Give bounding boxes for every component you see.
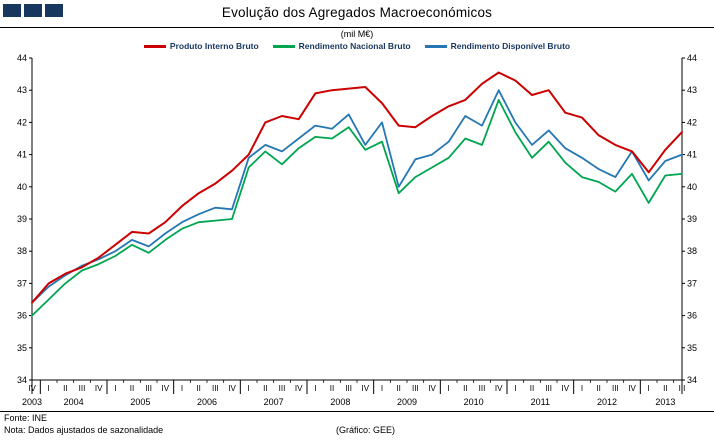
x-axis-quarter-label: III <box>79 384 86 393</box>
x-axis-quarter-label: II <box>330 384 334 393</box>
legend-item-rnb: Rendimento Nacional Bruto <box>272 41 411 51</box>
x-axis-quarter-label: II <box>596 384 600 393</box>
y-axis-label-left: 42 <box>17 117 27 127</box>
x-axis-year-label: 2005 <box>130 397 150 407</box>
x-axis-quarter-label: II <box>663 384 667 393</box>
x-axis-quarter-label: I <box>48 384 50 393</box>
series-line-0 <box>31 71 683 304</box>
y-axis-label-right: 37 <box>687 278 697 288</box>
x-axis-year-label: 2004 <box>64 397 84 407</box>
x-axis-quarter-label: III <box>212 384 219 393</box>
x-axis-quarter-label: II <box>196 384 200 393</box>
rnb-line-swatch-icon <box>272 44 295 48</box>
x-axis-quarter-label: III <box>612 384 619 393</box>
x-axis-quarter-label: III <box>545 384 552 393</box>
legend-item-pib: Produto Interno Bruto <box>143 41 259 51</box>
x-axis-quarter-label: I <box>181 384 183 393</box>
x-axis-quarter-label: III <box>345 384 352 393</box>
logo-square-icon <box>45 4 63 17</box>
credit-text: (Gráfico: GEE) <box>336 425 396 435</box>
x-axis-quarter-label: I <box>314 384 316 393</box>
y-axis-label-left: 41 <box>17 150 27 160</box>
x-axis-quarter-label: I <box>381 384 383 393</box>
x-axis-quarter-label: IV <box>428 384 436 393</box>
logo-square-icon <box>24 4 42 17</box>
x-axis-quarter-label: III <box>412 384 419 393</box>
legend-label: Rendimento Disponível Bruto <box>450 41 571 51</box>
x-axis-quarter-label: I <box>114 384 116 393</box>
x-axis-year-label: 2013 <box>655 397 675 407</box>
header-divider <box>0 27 714 28</box>
rdb-line-swatch-icon <box>424 44 447 48</box>
x-axis-quarter-label: I <box>514 384 516 393</box>
y-axis-label-right: 38 <box>687 246 697 256</box>
x-axis-quarter-label: II <box>130 384 134 393</box>
x-axis-quarter-label: IV <box>95 384 103 393</box>
y-axis-label-left: 40 <box>17 182 27 192</box>
x-axis-quarter-label: III <box>145 384 152 393</box>
y-axis-label-right: 34 <box>687 375 697 385</box>
x-axis-year-label: 2006 <box>197 397 217 407</box>
y-axis-label-left: 43 <box>17 85 27 95</box>
x-axis-quarter-label: I <box>581 384 583 393</box>
source-text: Fonte: INE <box>4 413 48 423</box>
x-axis-quarter-label: I <box>448 384 450 393</box>
y-axis-label-left: 34 <box>17 375 27 385</box>
y-axis-label-left: 37 <box>17 278 27 288</box>
y-axis-label-right: 36 <box>687 311 697 321</box>
x-axis-quarter-label: IV <box>295 384 303 393</box>
x-axis-quarter-label: II <box>63 384 67 393</box>
y-axis-label-right: 42 <box>687 117 697 127</box>
y-axis-label-right: 35 <box>687 343 697 353</box>
legend-item-rdb: Rendimento Disponível Bruto <box>424 41 571 51</box>
y-axis-label-right: 41 <box>687 150 697 160</box>
x-axis-quarter-label: IV <box>628 384 636 393</box>
y-axis-label-right: 39 <box>687 214 697 224</box>
y-axis-label-left: 38 <box>17 246 27 256</box>
x-axis-year-label: 2008 <box>330 397 350 407</box>
x-axis-quarter-label: II <box>396 384 400 393</box>
y-axis-label-left: 39 <box>17 214 27 224</box>
x-axis-quarter-label: II <box>263 384 267 393</box>
x-axis-year-label: 2007 <box>264 397 284 407</box>
x-axis-quarter-label: III <box>279 384 286 393</box>
three-squares-logo <box>3 4 63 17</box>
chart-title: Evolução dos Agregados Macroeconómicos <box>221 5 493 20</box>
x-axis-quarter-label: I <box>648 384 650 393</box>
x-axis-quarter-label: I <box>248 384 250 393</box>
x-axis-quarter-label: III <box>479 384 486 393</box>
x-axis-quarter-label: II <box>530 384 534 393</box>
y-axis-label-left: 35 <box>17 343 27 353</box>
footer-divider <box>0 411 714 412</box>
chart-subtitle: (mil M€) <box>340 29 374 39</box>
macro-aggregates-line-chart: 34 34 35 35 36 36 37 37 38 38 39 39 40 40 41 41 42 42 43 43… <box>0 52 714 410</box>
legend-label: Produto Interno Bruto <box>169 41 259 51</box>
note-text: Nota: Dados ajustados de sazonalidade <box>4 425 164 435</box>
pib-line-swatch-icon <box>143 44 166 48</box>
series-line-2 <box>31 89 683 304</box>
x-axis-quarter-label: IV <box>562 384 570 393</box>
x-axis-quarter-label: IV <box>495 384 503 393</box>
x-axis-year-label: 2003 <box>22 397 42 407</box>
x-axis-year-label: 2010 <box>464 397 484 407</box>
x-axis-quarter-label: IV <box>162 384 170 393</box>
logo-square-icon <box>3 4 21 17</box>
legend-label: Rendimento Nacional Bruto <box>298 41 411 51</box>
x-axis-quarter-label: IV <box>228 384 236 393</box>
y-axis-label-left: 44 <box>17 53 27 63</box>
x-axis-quarter-label: II <box>463 384 467 393</box>
y-axis-label-right: 43 <box>687 85 697 95</box>
x-axis-quarter-label: IV <box>362 384 370 393</box>
chart-canvas: 34 34 35 35 36 36 37 37 38 38 39 39 40 40 41 41 42 42 43 43… <box>17 53 697 407</box>
y-axis-label-left: 36 <box>17 311 27 321</box>
series-line-1 <box>31 99 683 317</box>
x-axis-year-label: 2009 <box>397 397 417 407</box>
x-axis-year-label: 2012 <box>597 397 617 407</box>
y-axis-label-right: 44 <box>687 53 697 63</box>
y-axis-label-right: 40 <box>687 182 697 192</box>
x-axis-year-label: 2011 <box>531 397 550 407</box>
chart-legend: Produto Interno Bruto Rendimento Naciona… <box>0 41 714 51</box>
